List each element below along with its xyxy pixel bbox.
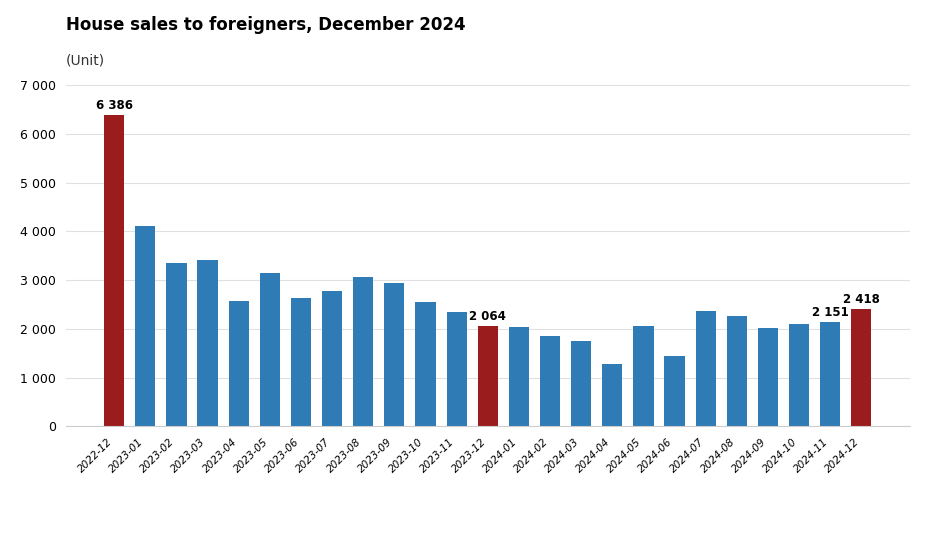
Bar (260, 273, 280, 426)
Bar (758, 328, 779, 426)
Text: 2 418: 2 418 (843, 293, 880, 305)
Bar (508, 327, 529, 426)
Bar (571, 341, 591, 426)
Bar (322, 291, 342, 426)
Bar (540, 336, 560, 426)
Bar (291, 298, 311, 426)
Bar (104, 115, 124, 426)
Bar (789, 324, 809, 426)
Bar (353, 277, 373, 426)
Bar (727, 316, 747, 426)
Bar (197, 260, 218, 426)
Bar (852, 309, 871, 426)
Text: 6 386: 6 386 (96, 99, 132, 112)
Text: House sales to foreigners, December 2024: House sales to foreigners, December 2024 (66, 16, 465, 34)
Text: 2 064: 2 064 (469, 310, 507, 323)
Bar (229, 301, 249, 426)
Bar (602, 364, 623, 426)
Bar (696, 311, 716, 426)
Bar (477, 326, 498, 426)
Text: (Unit): (Unit) (66, 53, 105, 67)
Bar (135, 225, 156, 426)
Text: 2 151: 2 151 (812, 305, 849, 319)
Bar (633, 326, 654, 426)
Bar (820, 321, 840, 426)
Bar (416, 302, 435, 426)
Bar (166, 263, 187, 426)
Bar (446, 312, 467, 426)
Bar (664, 356, 685, 426)
Bar (385, 282, 404, 426)
